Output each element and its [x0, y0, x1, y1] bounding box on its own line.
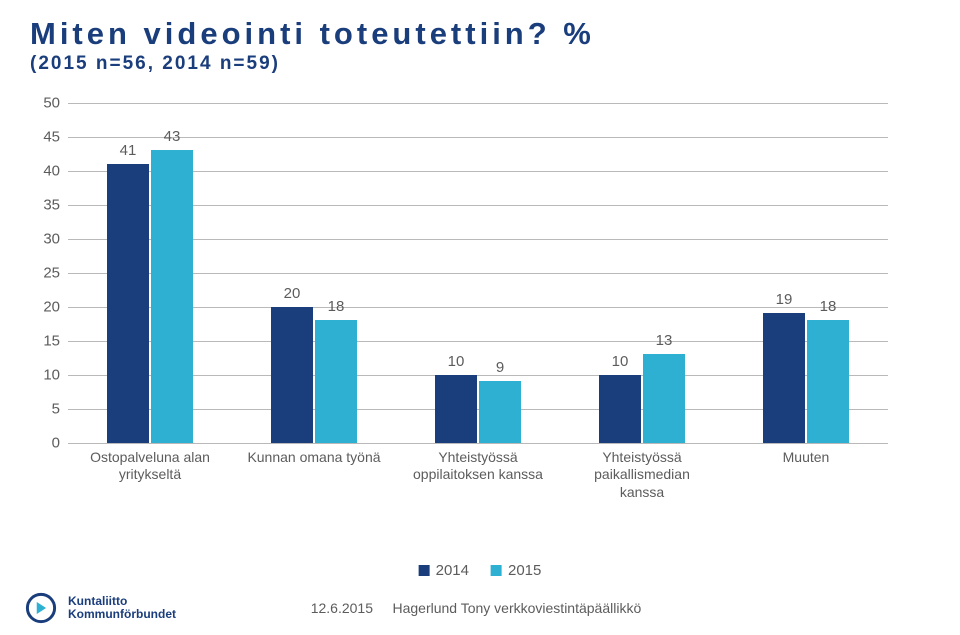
- bar-value-label: 19: [776, 291, 793, 308]
- bar-2015: 13: [643, 354, 685, 442]
- legend-item-2015: 2015: [491, 562, 541, 579]
- y-axis-label: 50: [30, 94, 60, 111]
- slide: Miten videointi toteutettiin? % (2015 n=…: [0, 0, 960, 635]
- y-axis-label: 20: [30, 298, 60, 315]
- y-axis-label: 45: [30, 128, 60, 145]
- bar-value-label: 41: [120, 142, 137, 159]
- y-axis-label: 5: [30, 400, 60, 417]
- y-axis-label: 40: [30, 162, 60, 179]
- legend-swatch-2015: [491, 565, 502, 576]
- bar-group: 109: [396, 103, 560, 443]
- y-axis-label: 10: [30, 366, 60, 383]
- legend-label-2015: 2015: [508, 562, 541, 579]
- y-axis-label: 15: [30, 332, 60, 349]
- bar-value-label: 18: [328, 298, 345, 315]
- bar-2014: 20: [271, 307, 313, 443]
- bar-value-label: 18: [820, 298, 837, 315]
- legend-item-2014: 2014: [419, 562, 469, 579]
- category-label: Yhteistyössäpaikallismediankanssa: [563, 449, 721, 502]
- bars-area: 4143201810910131918: [68, 103, 888, 443]
- logo-line2: Kommunförbundet: [68, 608, 176, 621]
- chart-title: Miten videointi toteutettiin? %: [30, 18, 930, 51]
- bar-2015: 43: [151, 150, 193, 442]
- legend-label-2014: 2014: [436, 562, 469, 579]
- logo: Kuntaliitto Kommunförbundet: [24, 591, 176, 625]
- chart: 05101520253035404550 4143201810910131918…: [30, 103, 930, 503]
- bar-2015: 18: [807, 320, 849, 442]
- category-labels: Ostopalveluna alanyritykseltä Kunnan oman…: [68, 449, 888, 493]
- footer-date: 12.6.2015: [311, 600, 373, 616]
- bar-2014: 10: [599, 375, 641, 443]
- category-label: Kunnan omana työnä: [235, 449, 393, 467]
- bar-value-label: 9: [496, 359, 504, 376]
- bar-value-label: 10: [612, 353, 629, 370]
- bar-2015: 9: [479, 381, 521, 442]
- legend-swatch-2014: [419, 565, 430, 576]
- y-axis-label: 25: [30, 264, 60, 281]
- y-axis-label: 35: [30, 196, 60, 213]
- footer: Kuntaliitto Kommunförbundet 12.6.2015 Ha…: [0, 591, 960, 625]
- bar-2014: 41: [107, 164, 149, 443]
- footer-text: 12.6.2015 Hagerlund Tony verkkoviestintä…: [194, 600, 758, 616]
- category-label: Yhteistyössäoppilaitoksen kanssa: [399, 449, 557, 484]
- bar-group: 2018: [232, 103, 396, 443]
- y-axis-label: 30: [30, 230, 60, 247]
- chart-subtitle: (2015 n=56, 2014 n=59): [30, 53, 930, 75]
- bar-2014: 19: [763, 313, 805, 442]
- logo-icon: [24, 591, 58, 625]
- category-label: Muuten: [727, 449, 885, 467]
- bar-value-label: 43: [164, 128, 181, 145]
- gridline: [68, 443, 888, 444]
- bar-group: 4143: [68, 103, 232, 443]
- bar-value-label: 20: [284, 285, 301, 302]
- bar-group: 1013: [560, 103, 724, 443]
- category-label: Ostopalveluna alanyritykseltä: [71, 449, 229, 484]
- bar-2014: 10: [435, 375, 477, 443]
- bar-value-label: 13: [656, 332, 673, 349]
- logo-text: Kuntaliitto Kommunförbundet: [68, 595, 176, 621]
- bar-group: 1918: [724, 103, 888, 443]
- footer-author: Hagerlund Tony verkkoviestintäpäällikkö: [392, 600, 641, 616]
- bar-value-label: 10: [448, 353, 465, 370]
- legend: 2014 2015: [419, 562, 542, 579]
- bar-2015: 18: [315, 320, 357, 442]
- y-axis-label: 0: [30, 434, 60, 451]
